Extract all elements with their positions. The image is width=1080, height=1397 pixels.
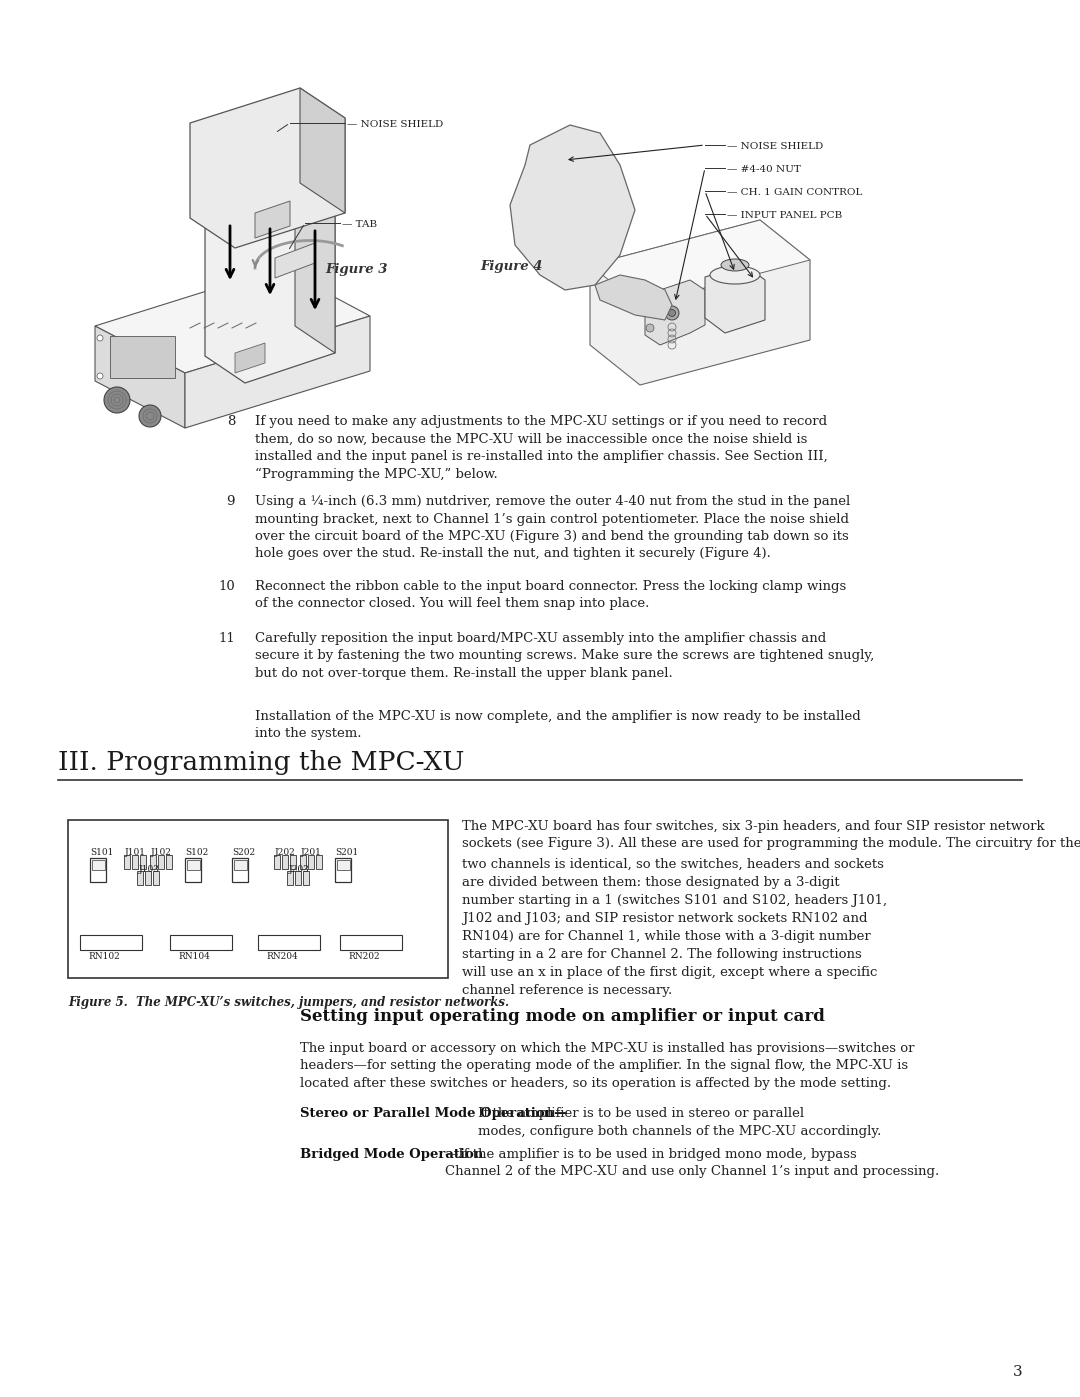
Text: RN102: RN102 (87, 951, 120, 961)
Text: J102: J102 (151, 848, 172, 856)
Polygon shape (110, 337, 175, 379)
Text: RN104: RN104 (178, 951, 210, 961)
Bar (145, 870, 151, 886)
Text: — #4-40 NUT: — #4-40 NUT (727, 165, 801, 175)
Polygon shape (300, 88, 345, 212)
Text: Carefully reposition the input board/MPC-XU assembly into the amplifier chassis : Carefully reposition the input board/MPC… (255, 631, 874, 680)
Bar (185, 858, 201, 882)
Polygon shape (190, 88, 345, 249)
Circle shape (669, 310, 675, 317)
Polygon shape (295, 183, 335, 353)
Text: If you need to make any adjustments to the MPC-XU settings or if you need to rec: If you need to make any adjustments to t… (255, 415, 827, 481)
Bar (315, 855, 322, 869)
Text: Bridged Mode Operation: Bridged Mode Operation (300, 1148, 483, 1161)
Polygon shape (235, 344, 265, 373)
Text: J101: J101 (125, 848, 146, 856)
Bar (337, 859, 350, 869)
Text: Reconnect the ribbon cable to the input board connector. Press the locking clamp: Reconnect the ribbon cable to the input … (255, 580, 847, 610)
Text: — NOISE SHIELD: — NOISE SHIELD (727, 142, 823, 151)
Bar (289, 855, 296, 869)
Polygon shape (95, 268, 370, 373)
Bar (150, 855, 157, 869)
Text: S201: S201 (335, 848, 359, 856)
Ellipse shape (721, 258, 750, 271)
Text: Figure 5.  The MPC-XU’s switches, jumpers, and resistor networks.: Figure 5. The MPC-XU’s switches, jumpers… (68, 996, 509, 1009)
Bar (258, 935, 320, 950)
Text: RN202: RN202 (348, 951, 380, 961)
Polygon shape (95, 326, 185, 427)
Text: The input board or accessory on which the MPC-XU is installed has provisions—swi: The input board or accessory on which th… (300, 1042, 915, 1090)
Text: S101: S101 (90, 848, 113, 856)
Bar (80, 935, 141, 950)
Text: Stereo or Parallel Mode Operation—: Stereo or Parallel Mode Operation— (300, 1106, 567, 1120)
Text: Using a ¼-inch (6.3 mm) nutdriver, remove the outer 4-40 nut from the stud in th: Using a ¼-inch (6.3 mm) nutdriver, remov… (255, 495, 850, 560)
Bar (137, 870, 144, 886)
Text: III. Programming the MPC-XU: III. Programming the MPC-XU (58, 750, 464, 775)
Bar (308, 855, 314, 869)
Text: —If the amplifier is to be used in bridged mono mode, bypass
Channel 2 of the MP: —If the amplifier is to be used in bridg… (445, 1148, 940, 1179)
Text: Setting input operating mode on amplifier or input card: Setting input operating mode on amplifie… (300, 1009, 825, 1025)
Text: 8: 8 (227, 415, 235, 427)
Polygon shape (590, 219, 810, 305)
Text: If the amplifier is to be used in stereo or parallel
modes, configure both chann: If the amplifier is to be used in stereo… (478, 1106, 881, 1137)
Bar (335, 858, 351, 882)
Text: — CH. 1 GAIN CONTROL: — CH. 1 GAIN CONTROL (727, 189, 862, 197)
Bar (287, 870, 293, 886)
Text: 3: 3 (1012, 1365, 1022, 1379)
Bar (90, 858, 106, 882)
Text: The MPC-XU board has four switches, six 3-pin headers, and four SIP resistor net: The MPC-XU board has four switches, six … (462, 820, 1080, 851)
Polygon shape (595, 275, 672, 320)
Circle shape (97, 335, 103, 341)
Polygon shape (510, 124, 635, 291)
Text: — TAB: — TAB (342, 219, 377, 229)
Bar (170, 935, 232, 950)
Text: S102: S102 (185, 848, 208, 856)
Polygon shape (705, 265, 765, 332)
Bar (152, 870, 159, 886)
Text: J103: J103 (139, 865, 160, 875)
Bar (68, 820, 448, 978)
Text: 9: 9 (227, 495, 235, 509)
Text: RN204: RN204 (266, 951, 298, 961)
Polygon shape (255, 201, 291, 237)
Text: S202: S202 (232, 848, 255, 856)
Bar (124, 855, 131, 869)
Circle shape (665, 306, 679, 320)
Text: 11: 11 (218, 631, 235, 645)
Polygon shape (185, 316, 370, 427)
Bar (166, 855, 172, 869)
Ellipse shape (710, 265, 760, 284)
Bar (132, 855, 138, 869)
Bar (92, 859, 105, 869)
Bar (139, 855, 146, 869)
Bar (187, 859, 200, 869)
Text: Figure 4: Figure 4 (480, 260, 542, 272)
Text: J201: J201 (301, 848, 322, 856)
Bar (274, 855, 280, 869)
Polygon shape (275, 243, 315, 278)
Text: Figure 3: Figure 3 (325, 263, 388, 277)
Circle shape (139, 405, 161, 427)
Text: 10: 10 (218, 580, 235, 592)
Circle shape (97, 373, 103, 379)
Text: — NOISE SHIELD: — NOISE SHIELD (347, 120, 443, 129)
Bar (282, 855, 288, 869)
Bar (233, 859, 246, 869)
Text: two channels is identical, so the switches, headers and sockets
are divided betw: two channels is identical, so the switch… (462, 858, 887, 997)
Bar (158, 855, 164, 869)
Polygon shape (205, 183, 335, 383)
Circle shape (104, 387, 130, 414)
Text: — INPUT PANEL PCB: — INPUT PANEL PCB (727, 211, 842, 219)
Circle shape (646, 324, 654, 332)
Bar (300, 855, 307, 869)
Bar (232, 858, 248, 882)
Bar (295, 870, 301, 886)
Bar (302, 870, 309, 886)
Text: J203: J203 (289, 865, 310, 875)
Bar (340, 935, 402, 950)
Text: Installation of the MPC-XU is now complete, and the amplifier is now ready to be: Installation of the MPC-XU is now comple… (255, 710, 861, 740)
Text: J202: J202 (275, 848, 296, 856)
Polygon shape (590, 219, 810, 386)
Polygon shape (645, 279, 705, 345)
